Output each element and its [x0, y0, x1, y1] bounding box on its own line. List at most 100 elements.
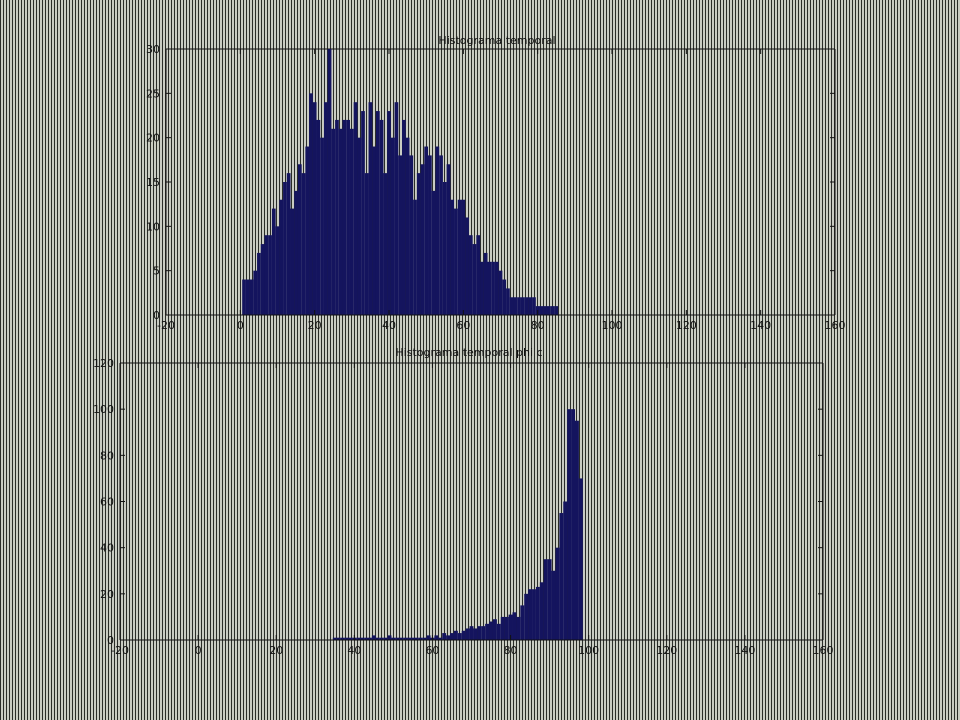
x-tick-label: 0: [237, 319, 244, 332]
histogram-bar: [435, 146, 440, 315]
histogram-bar: [331, 128, 336, 315]
histogram-bar: [428, 155, 432, 315]
histogram-bar: [349, 128, 354, 315]
histogram-bar: [446, 635, 451, 640]
histogram-bar: [513, 297, 518, 315]
histogram-bar: [450, 199, 455, 315]
histogram-bar: [489, 621, 493, 640]
top-histogram-plot: Histograma temporal -20 0 20 40 60 80 100 120 14…: [146, 34, 846, 332]
x-tick-label: -20: [111, 644, 129, 657]
histogram-bar: [413, 199, 417, 315]
histogram-bar: [409, 155, 414, 315]
y-tick-label: 0: [153, 309, 160, 322]
histogram-bar: [309, 93, 313, 315]
x-tick-label: 60: [456, 319, 470, 332]
histogram-bar: [539, 306, 544, 315]
histogram-bar: [410, 637, 415, 640]
histogram-bar: [375, 111, 380, 315]
x-tick-label: 40: [382, 319, 396, 332]
histogram-bar: [438, 637, 443, 640]
histogram-bar: [485, 623, 490, 640]
histogram-bar: [416, 173, 421, 315]
histogram-bar: [520, 297, 525, 315]
histogram-bar: [340, 637, 345, 640]
histogram-bar: [492, 619, 497, 640]
histogram-bar: [253, 270, 258, 315]
histogram-bar: [465, 217, 469, 315]
histogram-bar: [403, 637, 408, 640]
histogram-bar: [279, 199, 284, 315]
histogram-bar: [275, 226, 280, 315]
histogram-bar: [264, 235, 269, 315]
x-tick-label: 60: [425, 644, 439, 657]
histogram-bar: [268, 235, 272, 315]
histogram-bar: [498, 270, 503, 315]
bottom-histogram-plot: Histograma temporal phi c -20 0 20 40 60 80 10…: [93, 346, 834, 657]
histogram-bar: [361, 111, 365, 315]
histogram-bar: [528, 297, 533, 315]
histogram-bar: [431, 190, 436, 315]
bottom-chart-title: Histograma temporal phi c: [395, 346, 542, 359]
histogram-bar: [487, 261, 492, 315]
histogram-bar: [290, 208, 295, 315]
histogram-bar: [390, 137, 395, 315]
histogram-bar: [535, 586, 540, 640]
histogram-bar: [414, 637, 419, 640]
histogram-bar: [395, 637, 400, 640]
histogram-bar: [476, 235, 481, 315]
histogram-bar: [420, 164, 425, 315]
histogram-bar: [387, 111, 391, 315]
y-tick-label: 10: [146, 220, 160, 233]
y-tick-label: 30: [146, 43, 160, 56]
histogram-bar: [502, 279, 507, 315]
histogram-bar: [323, 102, 328, 315]
x-tick-label: 100: [602, 319, 623, 332]
histogram-bar: [353, 102, 358, 315]
histogram-bar: [342, 119, 347, 316]
histogram-bar: [543, 559, 548, 640]
histogram-bar: [575, 420, 579, 640]
histogram-bar: [357, 137, 362, 315]
histogram-bar: [483, 252, 488, 315]
x-tick-label: 40: [347, 644, 361, 657]
x-tick-label: 120: [676, 319, 697, 332]
histogram-bar: [344, 637, 349, 640]
histogram-bar: [567, 409, 572, 640]
histogram-bar: [335, 119, 339, 316]
histogram-bar: [305, 146, 310, 315]
histogram-bar: [480, 261, 484, 315]
histogram-bar: [371, 635, 376, 640]
histogram-bar: [454, 208, 458, 315]
histogram-bar: [546, 306, 551, 315]
y-tick-label: 5: [153, 265, 160, 278]
histogram-bar: [450, 633, 454, 640]
histogram-bar: [539, 582, 544, 640]
bottom-bars: [332, 409, 583, 641]
x-tick-label: 120: [656, 644, 677, 657]
histogram-bar: [338, 128, 343, 315]
histogram-bar: [418, 637, 423, 640]
histogram-bar: [356, 637, 361, 640]
y-tick-label: 15: [146, 176, 160, 189]
histogram-bar: [571, 409, 575, 640]
y-tick-label: 40: [100, 542, 114, 555]
top-chart-title: Histograma temporal: [438, 34, 555, 47]
histogram-bar: [405, 137, 410, 315]
x-tick-label: 100: [578, 644, 599, 657]
y-tick-label: 80: [100, 449, 114, 462]
x-tick-label: 20: [269, 644, 283, 657]
y-tick-label: 20: [100, 588, 114, 601]
histogram-bar: [472, 244, 477, 315]
y-tick-label: 0: [107, 634, 114, 647]
y-tick-label: 100: [93, 403, 114, 416]
histogram-bar: [383, 637, 388, 640]
x-tick-label: 160: [813, 644, 834, 657]
histogram-bar: [316, 119, 321, 316]
histogram-bar: [524, 593, 529, 640]
histogram-bar: [346, 119, 350, 316]
histogram-bar: [524, 297, 529, 315]
histogram-bar: [249, 279, 254, 315]
histogram-bar: [398, 155, 403, 315]
histogram-bar: [446, 164, 451, 315]
histogram-bar: [360, 637, 365, 640]
